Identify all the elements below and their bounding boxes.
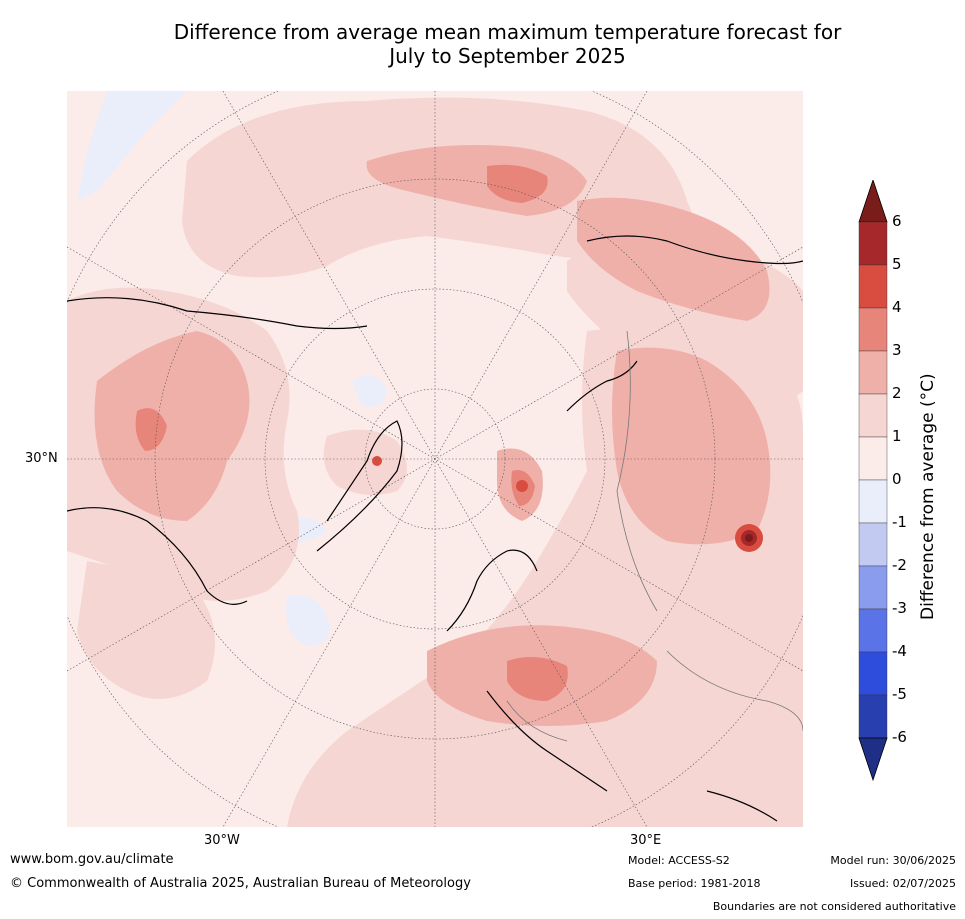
colorbar-tick-label: -1: [892, 513, 907, 531]
colorbar-segment: [858, 694, 888, 739]
anomaly-band-2-3-siberia: [577, 197, 770, 321]
colorbar-segment: [858, 608, 888, 653]
footer-disclaimer: Boundaries are not considered authoritat…: [712, 900, 956, 913]
colorbar-tick-label: -4: [892, 642, 907, 660]
colorbar-segment: [858, 264, 888, 309]
footer-model: Model: ACCESS-S2: [628, 854, 730, 867]
anomaly-band-3-4-europe: [507, 657, 568, 701]
colorbar-segment: [858, 651, 888, 696]
colorbar-segment: [858, 393, 888, 438]
hotspot-scandinavia: [516, 480, 528, 492]
colorbar-segment: [858, 565, 888, 610]
colorbar-under-triangle: [858, 737, 888, 782]
anomaly-band-2-3-central-asia: [612, 347, 771, 545]
anomaly-band-1-2-pacific: [77, 561, 215, 699]
colorbar: [855, 178, 915, 784]
anomaly-band-2-3-north-america: [94, 331, 250, 521]
colorbar-segment: [858, 522, 888, 567]
anomaly-band-1-2-greenland: [323, 429, 407, 495]
hotspot-asia-core: [745, 534, 753, 542]
colorbar-tick-label: 6: [892, 212, 902, 230]
colorbar-tick-label: 5: [892, 255, 902, 273]
anomaly-area-neg-arctic: [352, 375, 387, 407]
footer-model-run: Model run: 30/06/2025: [830, 854, 956, 867]
graticule: [67, 91, 803, 827]
colorbar-segment: [858, 479, 888, 524]
lat-label-30n: 30°N: [25, 451, 58, 466]
footer-copyright: © Commonwealth of Australia 2025, Austra…: [10, 876, 471, 891]
footer-url[interactable]: www.bom.gov.au/climate: [10, 852, 174, 867]
title-line-1: Difference from average mean maximum tem…: [173, 20, 842, 44]
colorbar-tick-label: -2: [892, 556, 907, 574]
colorbar-tick-label: 1: [892, 427, 902, 445]
colorbar-segment: [858, 350, 888, 395]
anomaly-band-3-4-north-america: [135, 408, 167, 451]
colorbar-tick-label: 3: [892, 341, 902, 359]
lon-label-30w: 30°W: [204, 833, 240, 848]
colorbar-tick-label: -6: [892, 728, 907, 746]
country-borders: [506, 330, 803, 742]
footer-issued: Issued: 02/07/2025: [849, 877, 956, 890]
colorbar-svg: [858, 178, 888, 782]
anomaly-band-3-4-arctic-ocean: [487, 164, 548, 203]
colorbar-segment: [858, 436, 888, 481]
anomaly-area-neg-nw: [77, 91, 187, 201]
colorbar-tick-label: 2: [892, 384, 902, 402]
chart-title: Difference from average mean maximum tem…: [80, 20, 935, 68]
colorbar-over-triangle: [858, 178, 888, 223]
colorbar-tick-label: -5: [892, 685, 907, 703]
colorbar-segment: [858, 221, 888, 266]
colorbar-title: Difference from average (°C): [918, 373, 938, 620]
map-svg: [67, 91, 803, 827]
colorbar-tick-label: 0: [892, 470, 902, 488]
colorbar-tick-label: -3: [892, 599, 907, 617]
hotspot-greenland: [372, 456, 382, 466]
lon-label-30e: 30°E: [630, 833, 662, 848]
colorbar-tick-label: 4: [892, 298, 902, 316]
forecast-map: [67, 91, 803, 827]
anomaly-area-neg-atlantic: [286, 595, 330, 646]
title-line-2: July to September 2025: [389, 44, 626, 68]
footer-base-period: Base period: 1981-2018: [628, 877, 761, 890]
colorbar-segment: [858, 307, 888, 352]
